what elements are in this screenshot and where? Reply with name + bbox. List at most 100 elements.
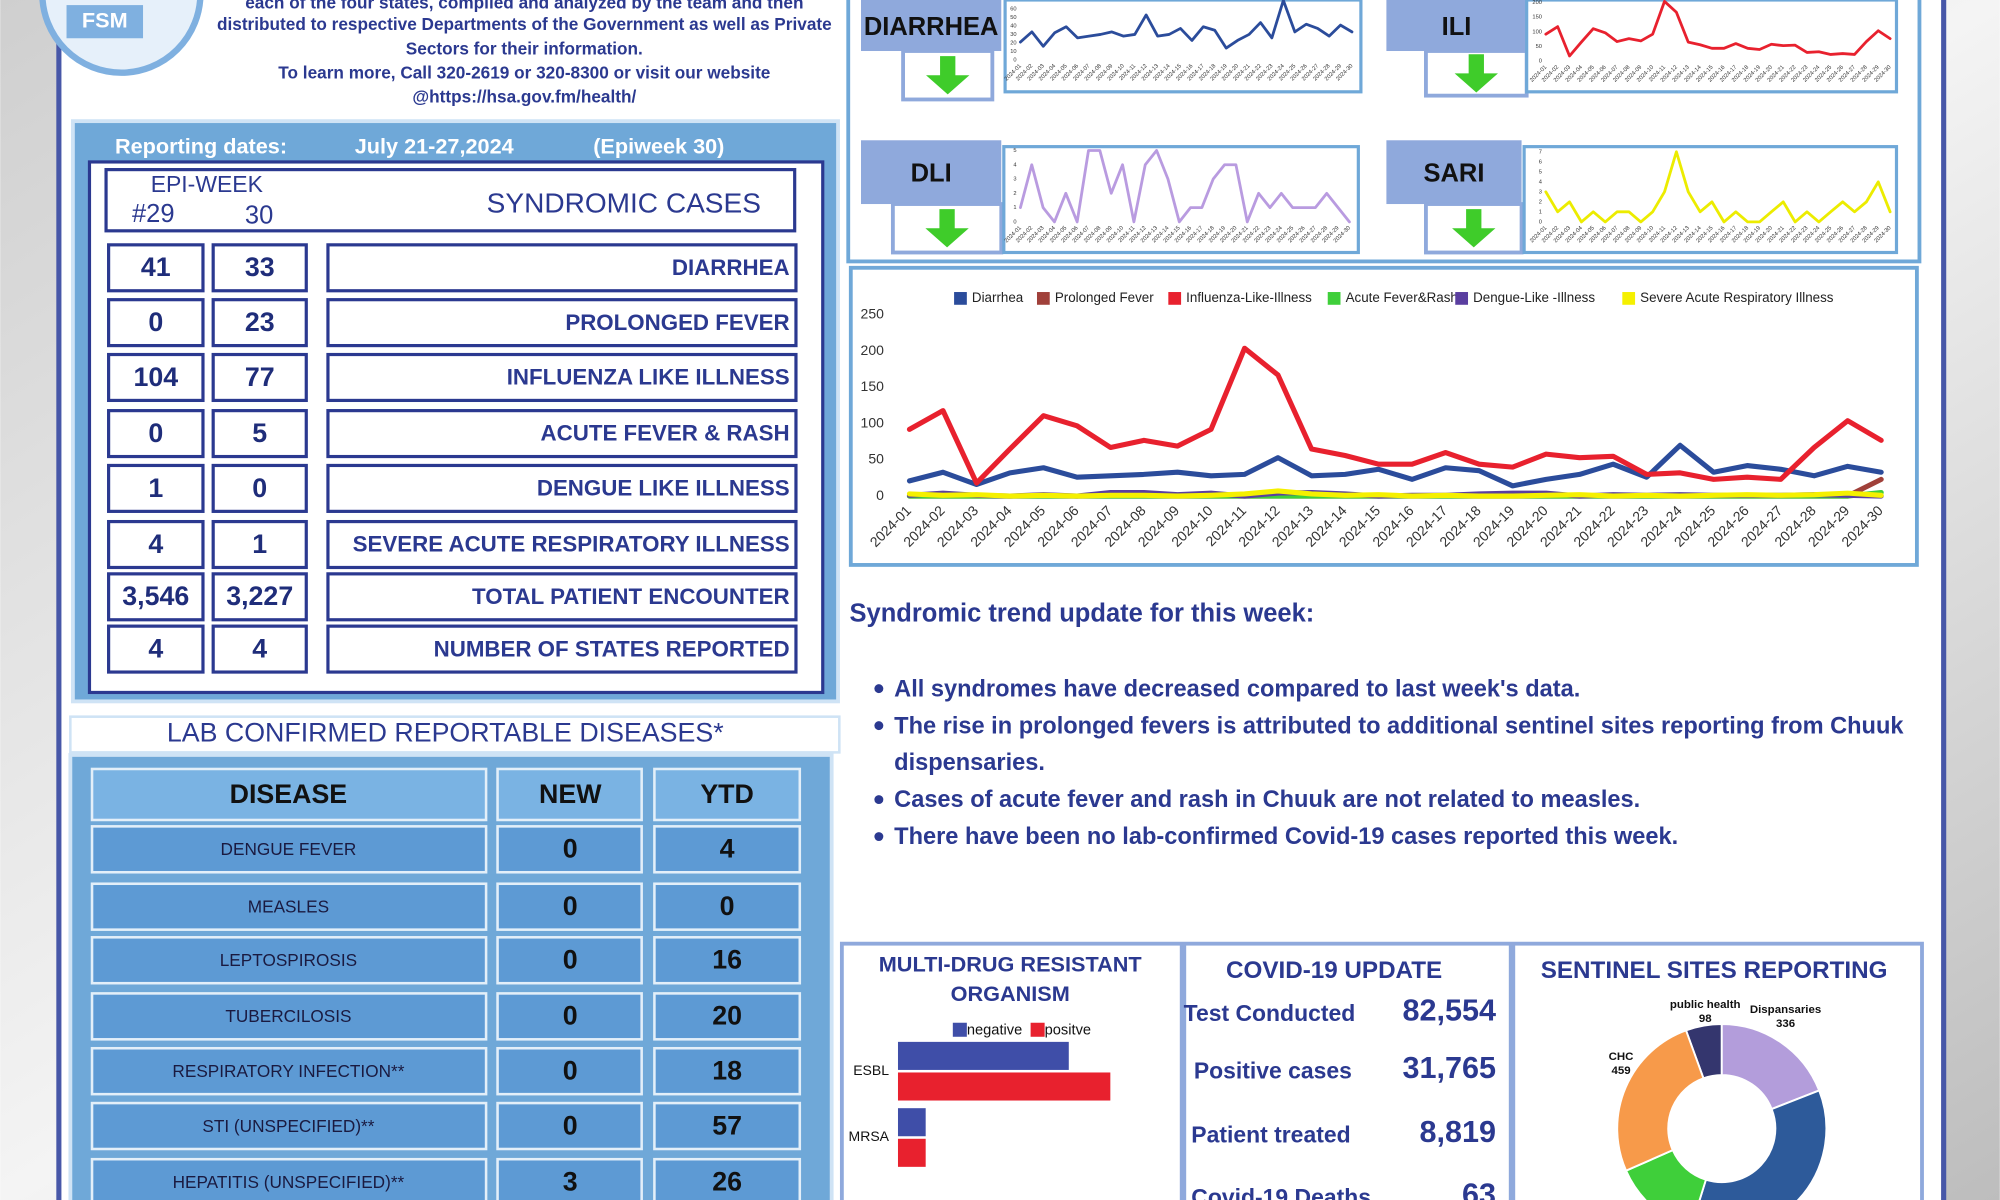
cell [653,1157,802,1200]
y-tick-label: 200 [861,342,885,358]
trend-bullet-box: The rise in prolonged fevers is attribut… [894,711,1904,776]
y-tick-label: 150 [1532,15,1542,21]
new-count: 0 [563,1056,578,1086]
trend-bullet-box: Cases of acute fever and rash in Chuuk a… [894,786,1640,813]
column-header: DISEASE [230,779,348,809]
legend-label: negative [967,1022,1022,1038]
new-count: 0 [563,1001,578,1031]
y-tick-label: 60 [1010,6,1016,12]
trend-bullet: The rise in prolonged fevers is attribut… [894,711,1904,776]
y-tick-label: 100 [861,414,885,430]
y-tick-label: 3 [1013,177,1016,183]
disease-name: MEASLES [248,897,329,917]
new-count: 0 [563,891,578,921]
header-cell [653,767,802,822]
new-count: 0 [563,945,578,975]
week-30-count: 5 [252,418,267,448]
legend-swatch [1455,292,1469,305]
week-29-count: 104 [133,362,178,392]
category-label: ESBL [853,1062,889,1078]
column-header: YTD [700,779,754,809]
y-tick-label: 40 [1010,23,1016,29]
trend-bullet-box: All syndromes have decreased compared to… [894,675,1580,702]
syndrome-name: DENGUE LIKE ILLNESS [537,476,790,501]
mdr-title: MULTI-DRUG RESISTANT ORGANISM [878,952,1142,1007]
ytd-count: 26 [712,1167,742,1197]
y-tick-label: 250 [861,306,885,322]
covid-title: COVID-19 UPDATE [1226,957,1442,984]
bar [897,1138,926,1167]
lab-title-box [69,715,841,754]
cell [326,519,798,570]
series-line [1019,0,1354,50]
cell [653,825,802,874]
cell [496,825,643,874]
y-tick-label: 0 [876,487,884,503]
ytd-count: 20 [712,1001,742,1031]
week-prev: #29 [132,200,175,228]
cell [653,882,802,931]
header-line: distributed to respective Departments of… [217,14,832,34]
page-border-right [1941,0,1947,1200]
y-tick-label: 50 [1536,44,1542,50]
cell [211,463,308,513]
covid-value: 8,819 [1420,1115,1497,1149]
cell [496,1101,643,1151]
cell [90,1157,488,1200]
ytd-count: 4 [720,834,735,864]
y-tick-label: 4 [1013,162,1017,168]
y-tick-label: 150 [861,378,885,394]
reporting-dates: July 21-27,2024 [355,134,514,159]
cell [653,936,802,985]
syndromic-title: SYNDROMIC CASES [487,188,761,219]
down-arrow [925,209,969,248]
y-tick-label: 2 [1539,199,1542,205]
cell [90,936,488,985]
trend-title: Syndromic trend update for this week: [850,599,1315,627]
cell [211,519,308,570]
cell [496,992,643,1041]
mini-chart-box [1525,0,1899,94]
series-line [906,442,1884,489]
disease-name: TUBERCILOSIS [225,1006,351,1026]
legend-swatch [1030,1022,1045,1037]
cell [107,463,205,513]
ytd-count: 0 [720,891,735,921]
legend-label: Dengue-Like -Illness [1473,290,1595,305]
y-tick-label: 1 [1539,209,1542,215]
cell [496,1157,643,1200]
bar [897,1108,926,1137]
mini-chart-box [1003,0,1363,94]
donut-slice [1698,1089,1828,1200]
cell [211,243,308,293]
slice-value: 98 [1699,1013,1712,1025]
down-arrow [1452,209,1496,248]
category-label: MRSA [849,1128,890,1144]
series-line [1544,0,1892,58]
week-curr: 30 [245,202,273,230]
mini-label-box [860,140,1002,205]
week-30-count: 33 [245,252,275,282]
syndrome-name: ACUTE FEVER & RASH [541,421,790,446]
slice-label: public health [1670,999,1741,1011]
covid-label: Positive cases [1194,1058,1352,1084]
new-count: 3 [563,1167,578,1197]
cell [107,243,205,293]
week-29-count: 3,546 [122,581,189,611]
reporting-label: Reporting dates: [115,134,287,159]
y-tick-label: 5 [1013,148,1016,154]
bar [897,1041,1069,1070]
y-tick-label: 30 [1010,32,1016,38]
cell [107,352,205,403]
legend-swatch [952,1022,967,1037]
syndrome-name: NUMBER OF STATES REPORTED [434,636,790,661]
week-29-count: 0 [148,418,163,448]
lab-title: LAB CONFIRMED REPORTABLE DISEASES* [167,718,724,748]
syndrome-name: TOTAL PATIENT ENCOUNTER [472,584,790,609]
legend-swatch [1036,292,1050,305]
column-header: NEW [539,779,602,809]
slice-value: 459 [1611,1065,1630,1077]
cell [211,624,308,674]
covid-value: 82,554 [1402,994,1496,1028]
header-line: To learn more, Call 320-2619 or 320-8300… [278,63,770,83]
